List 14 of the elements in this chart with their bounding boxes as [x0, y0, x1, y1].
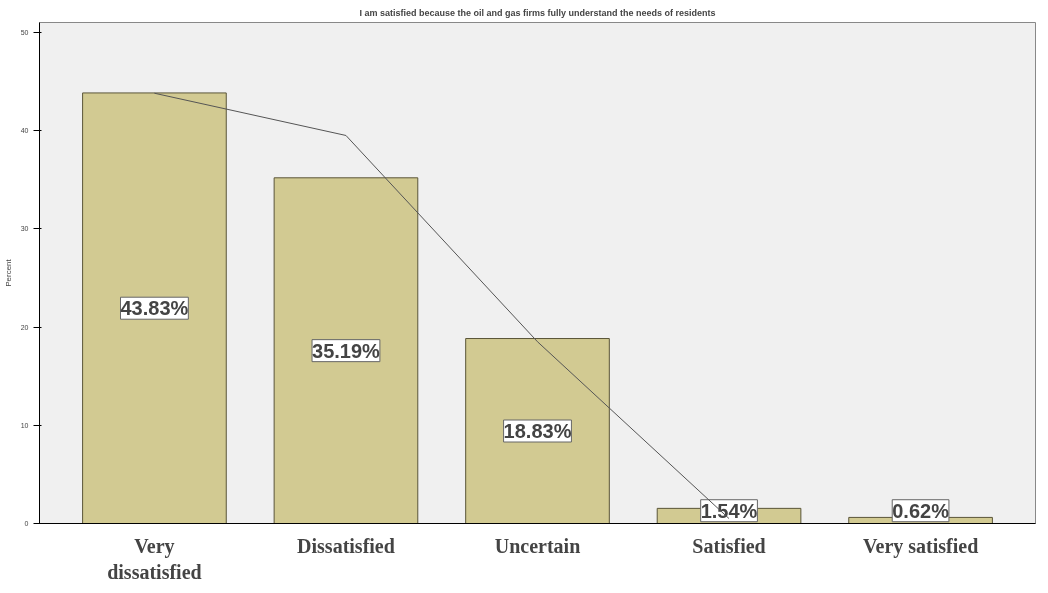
data-label: 18.83%	[503, 420, 572, 443]
bar	[273, 177, 419, 524]
x-tick-label: Very dissatisfied	[107, 534, 202, 583]
x-tick-label: Dissatisfied	[297, 534, 395, 557]
data-label: 1.54%	[700, 499, 758, 522]
bar	[465, 338, 610, 524]
data-label: 35.19%	[312, 339, 381, 362]
chart-title: I am satisfied because the oil and gas firms fully understand the needs of residents	[359, 7, 716, 18]
bar	[82, 92, 227, 524]
x-tick-label: Very satisfied	[862, 534, 979, 558]
x-tick-label: Uncertain	[494, 534, 581, 557]
data-label: 0.62%	[892, 499, 950, 522]
x-tick-label: Satisfied	[692, 534, 766, 557]
y-axis-title: Percent	[3, 258, 13, 287]
